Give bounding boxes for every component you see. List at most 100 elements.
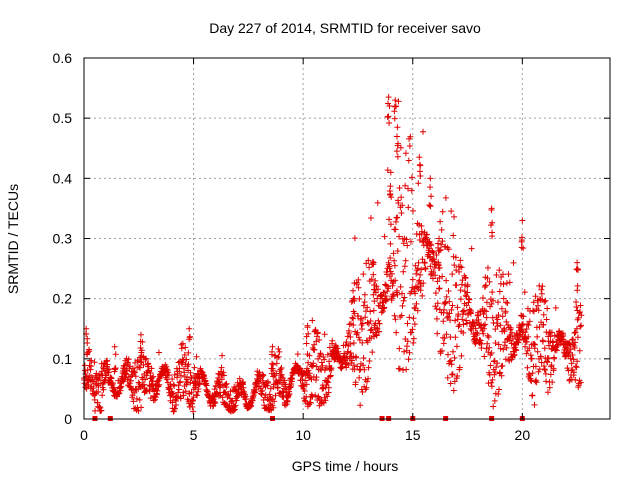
data-point — [376, 320, 383, 327]
data-point — [404, 320, 411, 327]
data-point — [429, 248, 436, 255]
data-point — [402, 150, 409, 157]
data-point — [452, 317, 459, 324]
data-point — [368, 326, 375, 333]
data-point — [193, 353, 200, 360]
y-axis-ticks: 0 0.1 0.2 0.3 0.4 0.5 0.6 — [53, 50, 610, 427]
data-point — [445, 287, 452, 294]
data-point — [309, 393, 316, 400]
data-point — [526, 372, 533, 379]
data-point — [487, 362, 494, 369]
data-point — [142, 356, 149, 363]
data-point — [499, 271, 506, 278]
data-point — [539, 283, 546, 290]
data-point — [539, 338, 546, 345]
x-axis-ticks: 0 5 10 15 20 — [80, 58, 530, 443]
data-point — [500, 281, 507, 288]
data-point — [178, 341, 185, 348]
data-point — [535, 307, 542, 314]
data-point — [177, 395, 184, 402]
data-point — [480, 311, 487, 318]
data-point — [312, 376, 319, 383]
data-point — [406, 314, 413, 321]
data-point — [381, 289, 388, 296]
data-point — [489, 229, 496, 236]
data-point — [511, 352, 518, 359]
y-tick-label: 0 — [64, 411, 72, 427]
data-point — [138, 349, 145, 356]
data-point — [359, 320, 366, 327]
data-point — [262, 392, 269, 399]
data-point — [223, 380, 230, 387]
data-point — [362, 314, 369, 321]
data-point — [393, 214, 400, 221]
data-point — [370, 259, 377, 266]
data-point — [111, 365, 118, 372]
data-point — [418, 228, 425, 235]
data-point — [180, 392, 187, 399]
data-point — [544, 389, 551, 396]
data-point — [143, 372, 150, 379]
data-point — [279, 388, 286, 395]
data-point — [142, 376, 149, 383]
data-point — [155, 349, 162, 356]
data-point — [433, 315, 440, 322]
data-point — [573, 364, 580, 371]
data-point — [441, 335, 448, 342]
data-point — [99, 392, 106, 399]
data-point — [447, 357, 454, 364]
data-point — [410, 339, 417, 346]
data-point — [420, 128, 427, 135]
data-point — [360, 271, 367, 278]
data-point — [527, 377, 534, 384]
data-point — [394, 291, 401, 298]
data-point — [170, 408, 177, 415]
data-point — [413, 300, 420, 307]
data-point — [481, 325, 488, 332]
data-point — [329, 337, 336, 344]
data-point — [393, 329, 400, 336]
data-point — [577, 302, 584, 309]
data-point — [422, 235, 429, 242]
data-point — [211, 386, 218, 393]
data-point — [346, 330, 353, 337]
data-point — [301, 388, 308, 395]
data-point — [577, 309, 584, 316]
data-point — [132, 373, 139, 380]
data-point — [259, 387, 266, 394]
data-point — [169, 376, 176, 383]
data-point — [482, 321, 489, 328]
data-point — [538, 359, 545, 366]
data-point — [407, 133, 414, 140]
data-point — [398, 312, 405, 319]
data-point — [408, 329, 415, 336]
data-point — [396, 233, 403, 240]
data-point — [521, 289, 528, 296]
data-point — [452, 334, 459, 341]
data-point — [91, 396, 98, 403]
data-point — [355, 312, 362, 319]
data-point — [462, 292, 469, 299]
data-point — [538, 290, 545, 297]
data-point — [174, 374, 181, 381]
data-point — [131, 369, 138, 376]
data-point — [550, 365, 557, 372]
y-tick-label: 0.5 — [53, 110, 73, 126]
data-point — [140, 362, 147, 369]
data-point — [503, 299, 510, 306]
data-point — [356, 374, 363, 381]
data-point — [334, 345, 341, 352]
data-point — [148, 365, 155, 372]
data-point — [391, 312, 398, 319]
data-point — [370, 291, 377, 298]
data-point — [181, 369, 188, 376]
data-point — [564, 365, 571, 372]
data-point — [488, 349, 495, 356]
data-point — [549, 379, 556, 386]
data-point — [361, 291, 368, 298]
data-point — [533, 379, 540, 386]
data-point — [366, 358, 373, 365]
data-point — [401, 348, 408, 355]
data-point — [442, 299, 449, 306]
data-point — [494, 299, 501, 306]
